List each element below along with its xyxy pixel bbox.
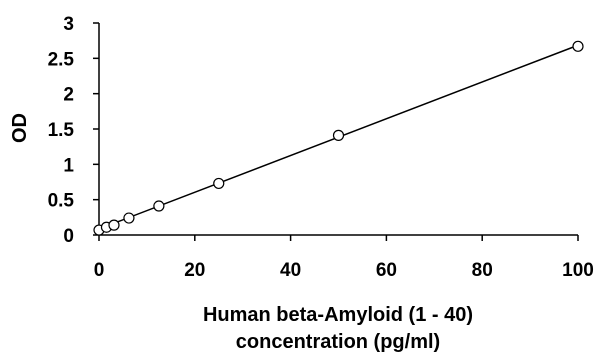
data-point xyxy=(213,177,225,190)
x-tick-label: 100 xyxy=(562,260,594,281)
data-points xyxy=(93,40,584,236)
x-tick-label: 0 xyxy=(94,260,105,281)
x-axis-title-line-2: concentration (pg/ml) xyxy=(236,331,440,353)
x-axis-title-line-1: Human beta-Amyloid (1 - 40) xyxy=(203,304,473,326)
data-point xyxy=(572,40,584,52)
y-tick-label: 0.5 xyxy=(48,191,75,212)
y-tick-label: 2 xyxy=(63,85,74,106)
x-tick-label: 60 xyxy=(376,260,397,281)
x-tick-label: 20 xyxy=(184,260,205,281)
data-point xyxy=(332,129,345,141)
y-axis: 0 0.5 1 1.5 2 2.5 3 xyxy=(48,14,100,247)
x-tick-label: 40 xyxy=(280,260,301,281)
x-tick-label: 80 xyxy=(472,260,493,281)
y-tick-label: 2.5 xyxy=(48,49,75,70)
y-tick-label: 3 xyxy=(63,14,74,35)
y-tick-label: 0 xyxy=(63,226,74,247)
x-axis: 0 20 40 60 80 100 xyxy=(94,234,594,281)
data-point xyxy=(153,200,165,212)
y-tick-label: 1.5 xyxy=(48,120,75,141)
data-point xyxy=(123,212,135,224)
data-point xyxy=(108,219,120,231)
y-tick-label: 1 xyxy=(63,155,74,176)
y-axis-title: OD xyxy=(9,113,31,143)
